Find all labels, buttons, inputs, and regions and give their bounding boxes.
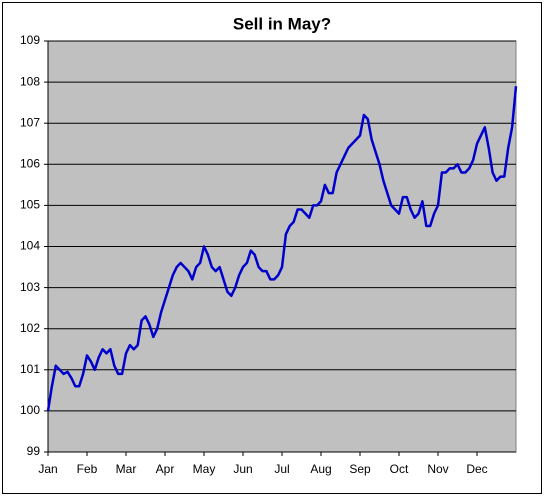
y-tick-label: 108 (20, 74, 40, 88)
chart-title: Sell in May? (233, 14, 331, 33)
x-tick-label: Mar (116, 462, 137, 476)
y-tick-label: 99 (27, 444, 41, 458)
y-tick-label: 109 (20, 33, 40, 47)
y-tick-label: 105 (20, 198, 40, 212)
y-tick-label: 103 (20, 280, 40, 294)
line (46, 86, 518, 412)
x-tick-label: Dec (466, 462, 487, 476)
x-tick-label: Jun (233, 462, 252, 476)
y-tick-label: 102 (20, 321, 40, 335)
y-tick-label: 100 (20, 403, 40, 417)
y-tick-label: 104 (20, 239, 40, 253)
x-tick-label: Oct (390, 462, 409, 476)
x-tick-label: Nov (427, 462, 448, 476)
x-tick-label: Jul (274, 462, 289, 476)
x-tick-label: Sep (349, 462, 371, 476)
x-tick-label: Aug (310, 462, 331, 476)
x-tick-label: Feb (77, 462, 98, 476)
y-tick-label: 101 (20, 362, 40, 376)
x-tick-label: Jan (38, 462, 57, 476)
x-tick-label: Apr (156, 462, 175, 476)
x-tick-label: May (193, 462, 216, 476)
y-tick-label: 107 (20, 115, 40, 129)
y-tick-label: 106 (20, 156, 40, 170)
